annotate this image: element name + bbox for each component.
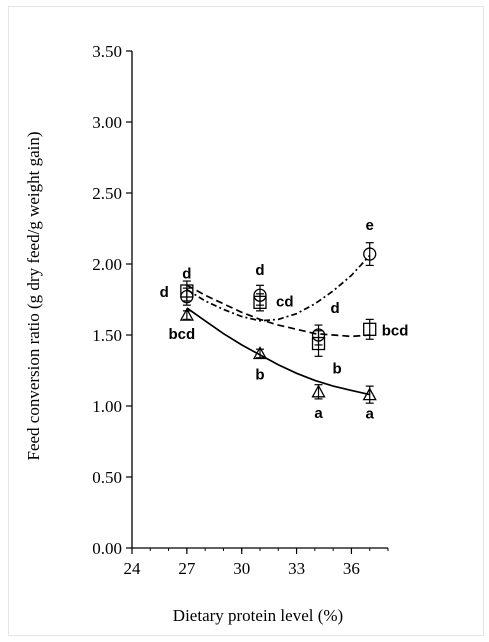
significance-label: a <box>366 406 375 423</box>
square-point <box>253 295 267 309</box>
significance-label: e <box>366 217 374 234</box>
y-axis-label: Feed conversion ratio (g dry feed/g weig… <box>24 131 43 460</box>
x-tick-label: 36 <box>343 559 360 578</box>
y-tick-label: 1.50 <box>92 326 122 345</box>
significance-label: a <box>314 405 323 422</box>
x-axis-label: Dietary protein level (%) <box>173 606 343 625</box>
significance-label: b <box>255 366 264 383</box>
square-point <box>363 322 377 336</box>
x-tick-label: 30 <box>233 559 250 578</box>
significance-label: b <box>333 361 342 378</box>
significance-label: d <box>255 262 264 279</box>
significance-label: d <box>182 266 191 283</box>
fit-curve-circle <box>186 254 371 322</box>
square-point <box>311 336 326 351</box>
y-tick-label: 3.00 <box>92 113 122 132</box>
axes: 0.00 0.50 1.00 1.50 2.00 2.50 3.00 3.50 24 27 30 33… <box>92 42 389 578</box>
triangle-point <box>179 307 194 321</box>
y-tick-label: 2.50 <box>92 184 122 203</box>
y-tick-label: 1.00 <box>92 397 122 416</box>
significance-label: bcd <box>382 322 409 339</box>
x-tick-label: 27 <box>178 559 196 578</box>
fit-curve-triangle <box>186 307 370 396</box>
chart-frame <box>8 6 484 636</box>
square-point <box>180 284 194 298</box>
significance-label: cd <box>276 293 294 310</box>
x-tick-label: 24 <box>124 559 142 578</box>
y-tick-label: 3.50 <box>92 42 122 61</box>
circle-point <box>363 247 377 261</box>
triangle-point <box>252 346 268 360</box>
significance-label: d <box>331 300 340 317</box>
significance-label: bcd <box>169 326 196 343</box>
significance-label: d <box>160 284 169 301</box>
y-tick-label: 2.00 <box>92 255 122 274</box>
x-tick-label: 33 <box>288 559 305 578</box>
fit-curves <box>186 254 371 396</box>
fit-curve-square <box>186 284 370 338</box>
data-points <box>179 242 377 404</box>
triangle-point <box>362 387 377 401</box>
y-tick-label: 0.50 <box>92 468 122 487</box>
y-tick-label: 0.00 <box>92 539 122 558</box>
triangle-point <box>311 384 326 398</box>
